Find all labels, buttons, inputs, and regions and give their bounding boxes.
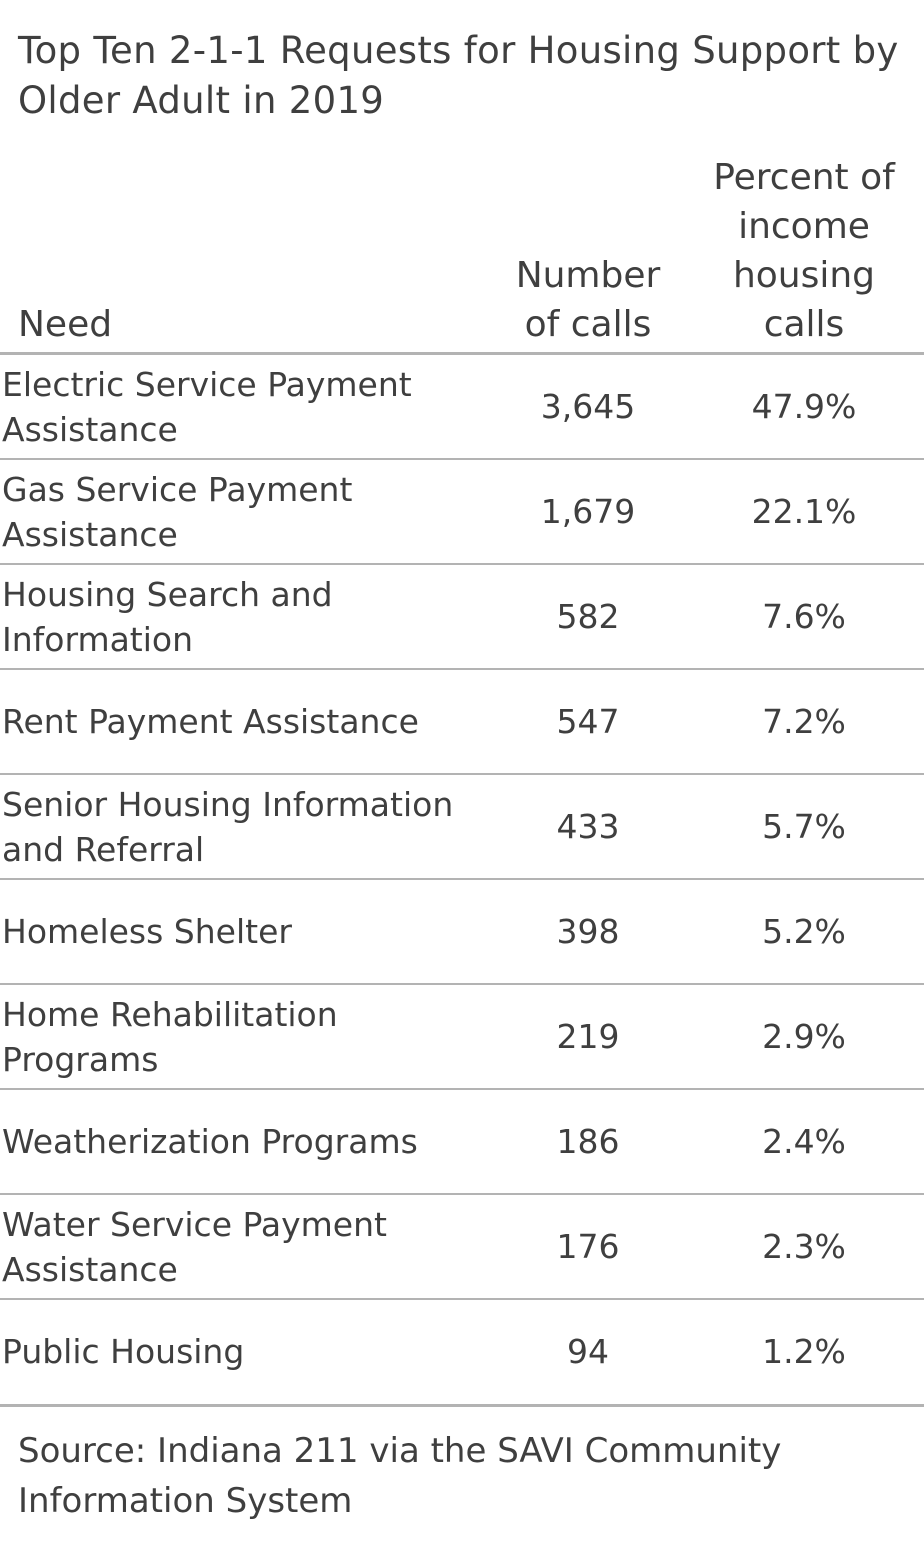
source-note: Source: Indiana 211 via the SAVI Communi… (18, 1431, 782, 1521)
header-rule (0, 352, 924, 355)
table-row: Senior Housing Information and Referral 4… (0, 775, 924, 880)
need-cell: Public Housing (2, 1300, 482, 1403)
calls-cell: 582 (556, 597, 620, 636)
table-row: Public Housing 94 1.2% (0, 1300, 924, 1405)
percent-cell: 2.9% (762, 1017, 846, 1056)
table-row: Weatherization Programs 186 2.4% (0, 1090, 924, 1195)
need-cell: Rent Payment Assistance (2, 670, 482, 773)
table-row: Water Service Payment Assistance 176 2.3% (0, 1195, 924, 1300)
need-cell: Weatherization Programs (2, 1090, 482, 1193)
percent-cell: 2.4% (762, 1122, 846, 1161)
percent-cell: 7.6% (762, 597, 846, 636)
table-row: Home Rehabilitation Programs 219 2.9% (0, 985, 924, 1090)
calls-cell: 219 (556, 1017, 620, 1056)
need-label: Electric Service Payment Assistance (2, 364, 412, 449)
need-label: Public Housing (2, 1332, 245, 1371)
table-row: Rent Payment Assistance 547 7.2% (0, 670, 924, 775)
need-cell: Homeless Shelter (2, 880, 482, 983)
need-label: Homeless Shelter (2, 912, 292, 951)
need-cell: Home Rehabilitation Programs (2, 985, 482, 1088)
percent-cell: 7.2% (762, 702, 846, 741)
need-cell: Water Service Payment Assistance (2, 1195, 482, 1298)
percent-cell: 1.2% (762, 1332, 846, 1371)
calls-cell: 547 (556, 702, 620, 741)
table-row: Homeless Shelter 398 5.2% (0, 880, 924, 985)
column-header-percent: Percent of income housing calls (713, 157, 895, 345)
calls-cell: 1,679 (540, 492, 636, 531)
calls-cell: 186 (556, 1122, 620, 1161)
table-row: Housing Search and Information 582 7.6% (0, 565, 924, 670)
percent-cell: 5.2% (762, 912, 846, 951)
column-header-need: Need (18, 304, 113, 345)
percent-cell: 22.1% (751, 492, 857, 531)
column-header-number-of-calls: Number of calls (515, 255, 661, 345)
calls-cell: 94 (567, 1332, 609, 1371)
need-label: Senior Housing Information and Referral (2, 784, 454, 869)
percent-cell: 5.7% (762, 807, 846, 846)
need-label: Housing Search and Information (2, 574, 333, 659)
need-label: Weatherization Programs (2, 1122, 418, 1161)
need-label: Water Service Payment Assistance (2, 1204, 387, 1289)
calls-cell: 3,645 (540, 387, 636, 426)
footer-rule (0, 1404, 924, 1407)
table-title: Top Ten 2-1-1 Requests for Housing Suppo… (18, 29, 899, 122)
table-row: Electric Service Payment Assistance 3,645… (0, 355, 924, 460)
table-row: Gas Service Payment Assistance 1,679 22.1% (0, 460, 924, 565)
need-cell: Housing Search and Information (2, 565, 482, 668)
calls-cell: 398 (556, 912, 620, 951)
need-label: Gas Service Payment Assistance (2, 469, 353, 554)
percent-cell: 47.9% (751, 387, 857, 426)
calls-cell: 176 (556, 1227, 620, 1266)
percent-cell: 2.3% (762, 1227, 846, 1266)
need-label: Home Rehabilitation Programs (2, 994, 338, 1079)
need-label: Rent Payment Assistance (2, 702, 419, 741)
need-cell: Electric Service Payment Assistance (2, 355, 482, 458)
need-cell: Gas Service Payment Assistance (2, 460, 482, 563)
calls-cell: 433 (556, 807, 620, 846)
need-cell: Senior Housing Information and Referral (2, 775, 482, 878)
